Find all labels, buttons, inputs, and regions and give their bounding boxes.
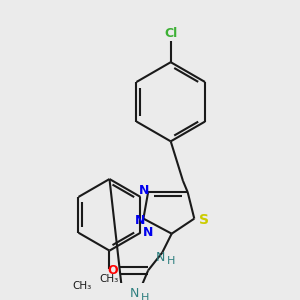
Text: N: N bbox=[156, 251, 165, 264]
Text: O: O bbox=[107, 264, 118, 277]
Text: H: H bbox=[141, 293, 149, 300]
Text: N: N bbox=[130, 286, 140, 299]
Text: N: N bbox=[139, 184, 149, 197]
Text: S: S bbox=[199, 212, 209, 226]
Text: H: H bbox=[167, 256, 175, 266]
Text: N: N bbox=[143, 226, 153, 239]
Text: CH₃: CH₃ bbox=[72, 281, 92, 291]
Text: Cl: Cl bbox=[164, 27, 177, 40]
Text: N: N bbox=[134, 214, 145, 227]
Text: CH₃: CH₃ bbox=[100, 274, 119, 284]
